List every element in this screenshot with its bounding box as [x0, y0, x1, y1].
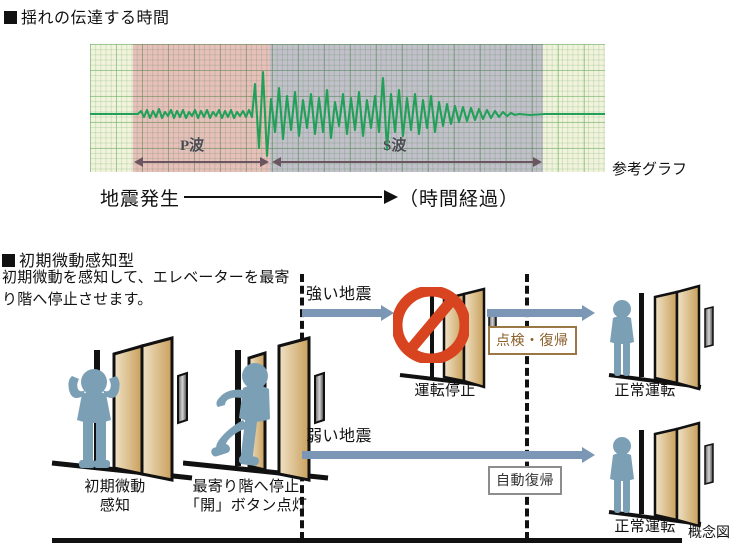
normal-operation-caption-bottom: 正常運転 [614, 519, 676, 535]
arrow-left-icon [272, 157, 281, 167]
arrow-right-icon [582, 446, 595, 463]
stage-1-caption: 初期微動 感知 [50, 478, 180, 516]
section-1-heading: 揺れの伝達する時間 [4, 4, 170, 28]
normal-operation-caption-top: 正常運転 [614, 383, 676, 399]
conceptual-diagram-note: 概念図 [688, 526, 730, 541]
stage-1-caption-line1: 初期微動 [84, 479, 146, 495]
arrow-right-icon [582, 304, 595, 321]
elevator-illustration-stage-2 [183, 328, 348, 488]
section-2-description: 初期微動を感知して、エレベーターを最寄り階へ停止させます。 [2, 270, 290, 308]
section-1-heading-text: 揺れの伝達する時間 [21, 10, 170, 27]
inspection-recovery-arrow [487, 304, 595, 321]
weak-quake-label: 弱い地震 [306, 428, 373, 445]
arrow-shaft [302, 308, 381, 317]
timeline-start-label: 地震発生 [100, 188, 181, 210]
bullet-square-icon [4, 11, 17, 24]
arrow-right-icon [260, 157, 269, 167]
divider-dashed-right [525, 274, 529, 540]
p-wave-label: P波 [180, 138, 205, 154]
auto-recovery-tag: 自動復帰 [488, 466, 562, 495]
p-wave-measure-arrow [134, 154, 269, 170]
arrow-left-icon [134, 157, 143, 167]
arrow-right-icon [533, 157, 542, 167]
timeline-end-label: （時間経過） [399, 188, 520, 210]
timeline-line [184, 195, 383, 199]
stage-1-caption-line2: 感知 [99, 497, 131, 514]
seismograph-chart: P波 S波 [90, 44, 605, 172]
p-wave-band [133, 44, 270, 172]
s-wave-label: S波 [383, 138, 407, 154]
section-2-heading: 初期微動感知型 [2, 247, 135, 271]
s-wave-measure-arrow [272, 154, 542, 170]
measure-bar [281, 161, 533, 163]
arrow-shaft [487, 308, 582, 317]
weak-quake-arrow [302, 446, 595, 463]
stage-2-caption: 最寄り階へ停止 「開」ボタン点灯 [166, 478, 326, 516]
seismic-waveform [90, 70, 605, 158]
section-2-heading-text: 初期微動感知型 [19, 253, 135, 270]
arrow-right-icon [384, 190, 399, 204]
bottom-rule [52, 538, 682, 543]
arrow-right-icon [381, 304, 394, 321]
elevator-illustration-normal-top [605, 283, 725, 395]
strong-quake-arrow [302, 304, 394, 321]
strong-quake-label: 強い地震 [306, 286, 373, 303]
elevator-illustration-stage-1 [42, 328, 202, 488]
reference-graph-note: 参考グラフ [612, 162, 688, 178]
earthquake-timeline: 地震発生 （時間経過） [100, 182, 530, 212]
inspection-recovery-tag: 点検・復帰 [488, 326, 577, 355]
bullet-square-icon [2, 254, 15, 267]
no-entry-icon [391, 285, 471, 368]
elevator-illustration-normal-bottom [605, 420, 725, 532]
arrow-shaft [302, 450, 582, 459]
measure-bar [143, 161, 260, 163]
stage-2-caption-line1: 最寄り階へ停止 [192, 479, 300, 495]
stopped-caption: 運転停止 [414, 383, 476, 399]
stage-2-caption-line2: 「開」ボタン点灯 [184, 497, 308, 514]
